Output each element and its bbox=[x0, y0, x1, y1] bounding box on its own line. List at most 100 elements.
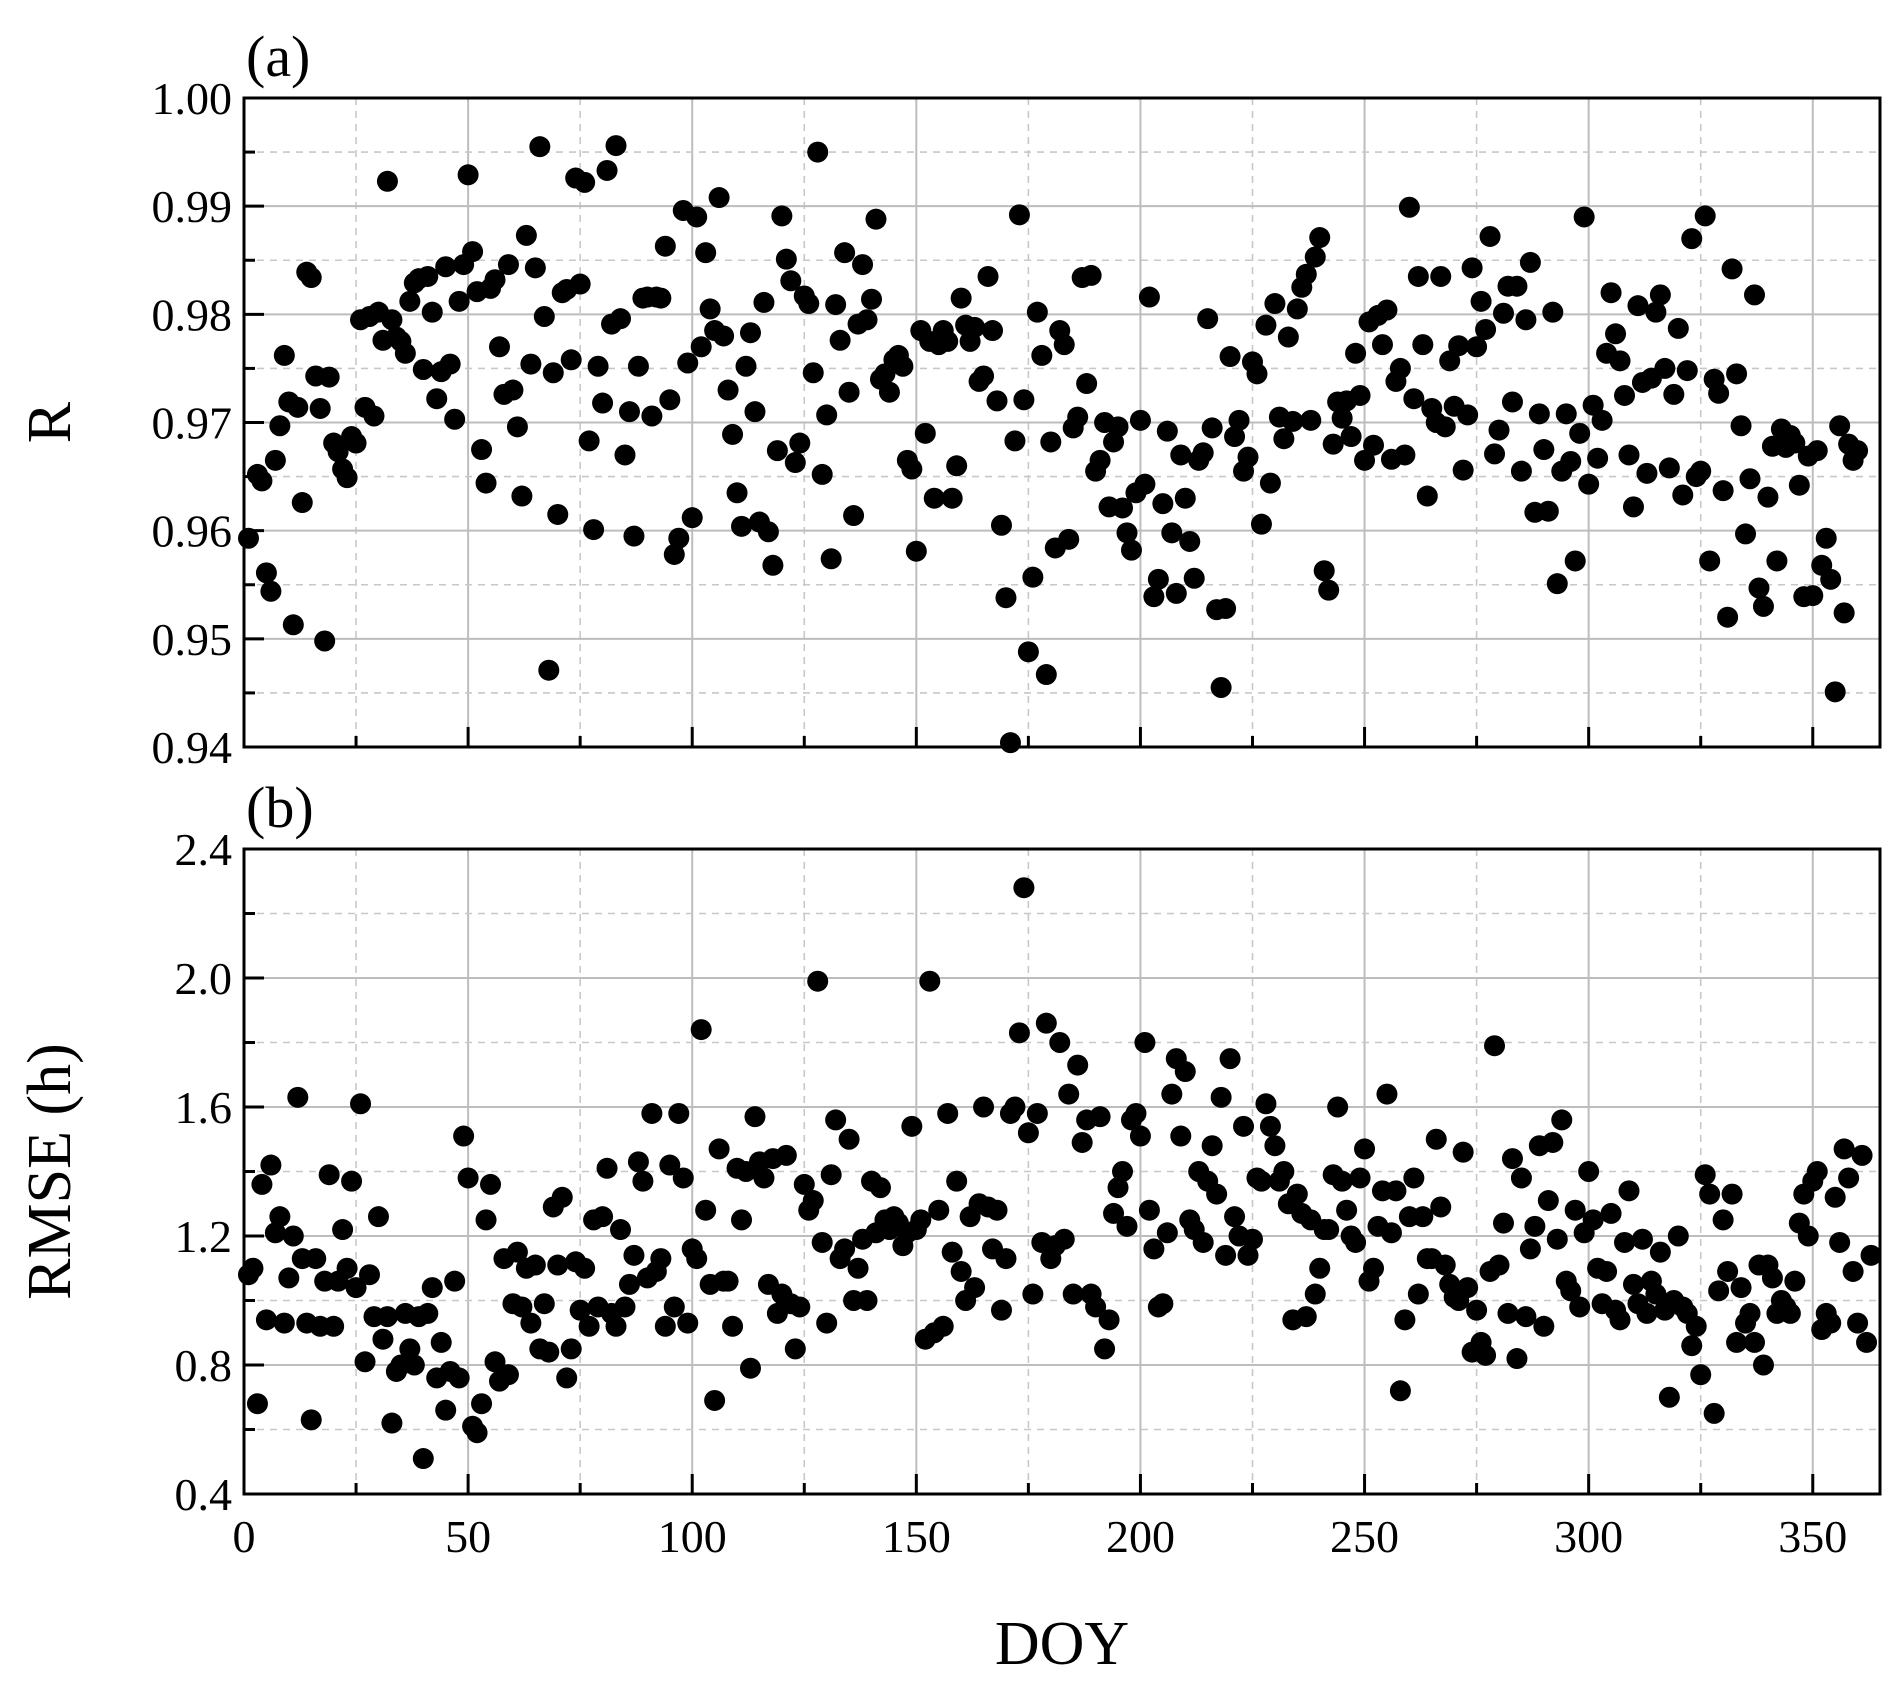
panel-a-data-point bbox=[1663, 383, 1685, 405]
panel-a-data-point bbox=[699, 298, 721, 320]
panel-b-data-point bbox=[1035, 1012, 1057, 1034]
panel-b-data-point bbox=[430, 1331, 452, 1353]
panel-b-data-point bbox=[744, 1106, 766, 1128]
panel-b-data-point bbox=[300, 1409, 322, 1431]
panel-b-data-point bbox=[753, 1167, 775, 1189]
panel-b-data-point bbox=[1022, 1283, 1044, 1305]
panel-a-data-point bbox=[1847, 440, 1869, 462]
panel-b-data-point bbox=[775, 1144, 797, 1166]
panel-b-data-point bbox=[1452, 1141, 1474, 1163]
panel-b-data-point bbox=[856, 1290, 878, 1311]
panel-a-ticks bbox=[242, 96, 1815, 749]
panel-b-data-point bbox=[1013, 877, 1035, 899]
panel-a-data-point bbox=[578, 430, 600, 452]
panel-a-data-point bbox=[444, 408, 466, 430]
panel-b-data-point bbox=[1564, 1199, 1586, 1221]
panel-b-data-point bbox=[1784, 1270, 1806, 1292]
panel-a-data-point bbox=[677, 352, 699, 374]
panel-a-data-point bbox=[1138, 286, 1160, 308]
panel-a-data-point bbox=[1161, 522, 1183, 544]
panel-a-data-point bbox=[838, 381, 860, 403]
panel-a-data-point bbox=[1430, 265, 1452, 287]
panel-b-data-point bbox=[1094, 1338, 1116, 1360]
panel-a-data-point bbox=[592, 392, 614, 414]
panel-b-data-point bbox=[1739, 1302, 1761, 1324]
panel-a-data-point bbox=[618, 401, 640, 423]
panel-b-data-point bbox=[1829, 1231, 1851, 1253]
panel-b-data-point bbox=[1578, 1161, 1600, 1182]
panel-b-data-point bbox=[1497, 1302, 1519, 1324]
panel-a-data-point bbox=[964, 316, 986, 338]
panel-b-data-point bbox=[1219, 1048, 1241, 1070]
panel-a-data-point bbox=[1264, 293, 1286, 315]
panel-b-data-point bbox=[569, 1299, 591, 1321]
panel-a-data-point bbox=[291, 492, 313, 514]
panel-b-data-point bbox=[1215, 1244, 1237, 1266]
panel-b-data-point bbox=[641, 1102, 663, 1124]
panel-a-data-point bbox=[1667, 317, 1689, 339]
panel-a-data-point bbox=[1210, 677, 1232, 699]
panel-a-data-point bbox=[435, 256, 457, 278]
panel-b-data-point bbox=[919, 970, 941, 992]
panel-b-data-point bbox=[1524, 1215, 1546, 1237]
panel-b-data-point bbox=[1636, 1302, 1658, 1324]
panel-b-data-point bbox=[1067, 1054, 1089, 1076]
panel-b-data-point bbox=[1304, 1283, 1326, 1305]
panel-a-data-point bbox=[914, 422, 936, 444]
panel-b-data-point bbox=[941, 1241, 963, 1263]
panel-a-data-point bbox=[614, 444, 636, 466]
panel-b-data-point bbox=[264, 1222, 286, 1244]
panel-b-data-point bbox=[1685, 1315, 1707, 1337]
panel-a-data-point bbox=[596, 159, 618, 181]
panel-a-data-point bbox=[399, 290, 421, 312]
panel-a-data-point bbox=[856, 309, 878, 331]
panel-b-data-point bbox=[1824, 1186, 1846, 1208]
panel-b-x-tick-label: 350 bbox=[1778, 1511, 1847, 1562]
panel-a-data-point bbox=[1120, 539, 1142, 561]
panel-b-data-point bbox=[471, 1393, 493, 1415]
panel-a-data-point bbox=[1201, 417, 1223, 439]
panel-a-data-point bbox=[1730, 415, 1752, 437]
panel-b-data-point bbox=[1730, 1277, 1752, 1299]
panel-a-data-point bbox=[1192, 442, 1214, 464]
panel-b-data-point bbox=[1501, 1148, 1523, 1170]
panel-b-data-point bbox=[1116, 1215, 1138, 1237]
panel-b-data-point bbox=[1600, 1202, 1622, 1224]
panel-a-data-point bbox=[394, 342, 416, 364]
panel-b-data-point bbox=[278, 1267, 300, 1289]
panel-a-data-point bbox=[659, 389, 681, 411]
panel-b-data-point bbox=[1098, 1309, 1120, 1331]
panel-a-data-point bbox=[708, 187, 730, 209]
panel-b-data-point bbox=[1273, 1161, 1295, 1182]
panel-a-data-point bbox=[1035, 664, 1057, 686]
panel-a-y-tick-label: 1.00 bbox=[152, 73, 233, 124]
panel-b-data-point bbox=[1856, 1331, 1878, 1353]
panel-a-data-point bbox=[878, 381, 900, 403]
panel-a-data-point bbox=[448, 290, 470, 312]
panel-b-data-point bbox=[1349, 1167, 1371, 1189]
panel-b-data-point bbox=[556, 1367, 578, 1389]
panel-b-data-point bbox=[986, 1199, 1008, 1221]
panel-b-data-point bbox=[1703, 1402, 1725, 1424]
panel-a-data-point bbox=[1622, 496, 1644, 518]
panel-a-data-point bbox=[762, 554, 784, 576]
panel-b-data-point bbox=[717, 1270, 739, 1292]
panel-b-data-point bbox=[1743, 1331, 1765, 1353]
panel-a-data-point bbox=[999, 732, 1021, 754]
panel-b-data-point bbox=[789, 1296, 811, 1318]
panel-b-data-point bbox=[1649, 1241, 1671, 1263]
panel-b-data-point bbox=[614, 1296, 636, 1318]
panel-b-data-point bbox=[1631, 1228, 1653, 1250]
panel-a-data-point bbox=[1277, 326, 1299, 348]
panel-b-data-point bbox=[1174, 1061, 1196, 1083]
panel-b-y-tick-label: 0.8 bbox=[175, 1340, 233, 1391]
panel-b-data-point bbox=[560, 1338, 582, 1360]
panel-a-data-point bbox=[426, 388, 448, 410]
panel-a-data-point bbox=[1636, 462, 1658, 484]
panel-a-data-point bbox=[1156, 420, 1178, 442]
panel-b-data-point bbox=[950, 1260, 972, 1282]
panel-b-data-point bbox=[273, 1312, 295, 1334]
panel-a-data-point bbox=[1439, 350, 1461, 372]
panel-a-data-point bbox=[1026, 301, 1048, 323]
panel-b-data-point bbox=[305, 1248, 327, 1270]
